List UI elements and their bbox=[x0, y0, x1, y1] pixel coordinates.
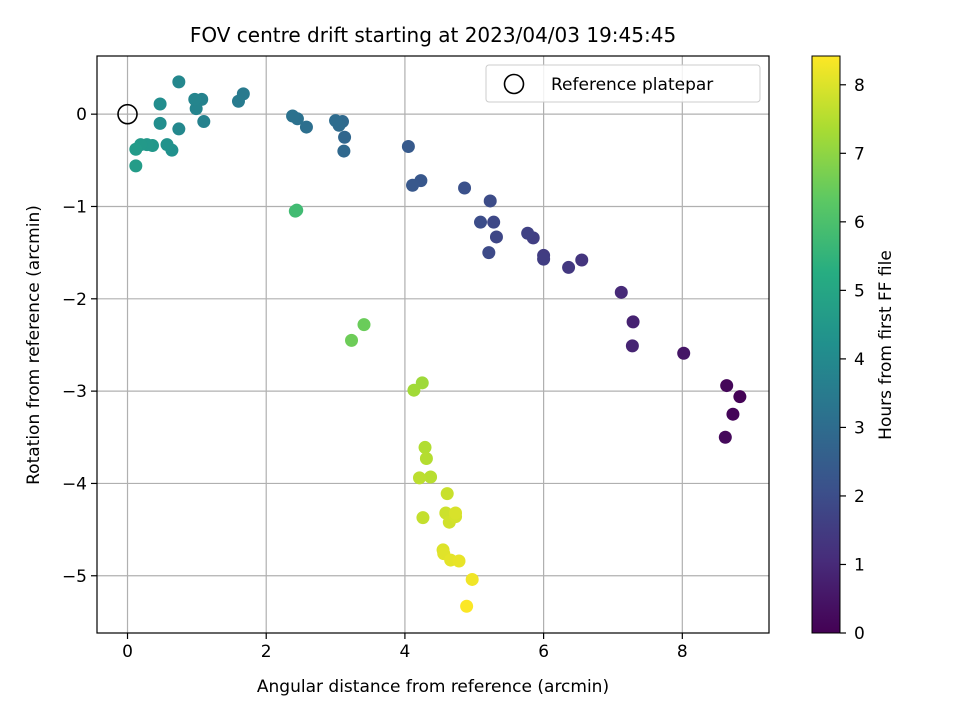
y-tick-label: −5 bbox=[62, 567, 87, 587]
data-point bbox=[345, 333, 359, 347]
x-axis-ticks: 0 2 4 6 8 bbox=[122, 633, 688, 662]
data-point bbox=[401, 139, 415, 153]
data-point bbox=[129, 142, 143, 156]
data-point bbox=[172, 75, 186, 89]
x-tick-label: 6 bbox=[538, 642, 549, 662]
data-point bbox=[160, 138, 174, 152]
y-tick-label: −2 bbox=[62, 290, 87, 310]
data-point bbox=[482, 246, 496, 260]
legend: Reference platepar bbox=[485, 64, 761, 103]
data-point bbox=[424, 470, 438, 484]
data-point bbox=[419, 452, 433, 466]
data-point bbox=[537, 252, 551, 266]
chart-title: FOV centre drift starting at 2023/04/03 … bbox=[190, 23, 676, 47]
x-tick-label: 2 bbox=[261, 642, 272, 662]
data-point bbox=[406, 178, 420, 192]
grid-lines bbox=[97, 56, 769, 633]
y-tick-label: −4 bbox=[62, 474, 87, 494]
data-point bbox=[487, 215, 501, 229]
data-point bbox=[718, 430, 732, 444]
data-point bbox=[720, 379, 734, 393]
y-tick-label: −3 bbox=[62, 382, 87, 402]
data-point bbox=[338, 130, 352, 144]
data-point bbox=[416, 511, 430, 525]
data-point bbox=[357, 318, 371, 332]
data-point bbox=[575, 253, 589, 267]
colorbar-tick-label: 3 bbox=[854, 418, 865, 438]
data-point bbox=[489, 230, 503, 244]
colorbar-tick-label: 1 bbox=[854, 555, 865, 575]
colorbar-tick-label: 0 bbox=[854, 624, 865, 644]
y-tick-label: −1 bbox=[62, 197, 87, 217]
colorbar-gradient bbox=[811, 55, 841, 634]
data-point bbox=[153, 116, 167, 130]
data-point bbox=[449, 506, 463, 520]
data-point bbox=[733, 390, 747, 404]
y-tick-label: 0 bbox=[76, 105, 87, 125]
data-point bbox=[625, 339, 639, 353]
data-point bbox=[337, 144, 351, 158]
data-points bbox=[129, 75, 747, 613]
colorbar-tick-label: 6 bbox=[854, 213, 865, 233]
y-axis-label: Rotation from reference (arcmin) bbox=[24, 205, 44, 485]
colorbar-tick-label: 7 bbox=[854, 144, 865, 164]
data-point bbox=[460, 599, 474, 613]
colorbar: 0 1 2 3 4 5 6 7 8 Hours from first FF file bbox=[811, 55, 896, 644]
colorbar-label: Hours from first FF file bbox=[876, 250, 896, 440]
data-point bbox=[153, 97, 167, 111]
data-point bbox=[614, 285, 628, 299]
reference-marker bbox=[117, 103, 138, 125]
data-point bbox=[562, 260, 576, 274]
data-point bbox=[172, 122, 186, 136]
legend-reference-marker bbox=[503, 73, 525, 95]
data-point bbox=[412, 471, 426, 485]
x-tick-label: 4 bbox=[399, 642, 410, 662]
data-point bbox=[626, 315, 640, 329]
data-point bbox=[299, 120, 313, 134]
data-point bbox=[458, 181, 472, 195]
x-tick-label: 8 bbox=[677, 642, 688, 662]
data-point bbox=[286, 109, 300, 123]
data-point bbox=[677, 346, 691, 360]
colorbar-tick-label: 5 bbox=[854, 281, 865, 301]
data-point bbox=[197, 115, 211, 129]
data-point bbox=[452, 554, 466, 568]
data-point bbox=[231, 94, 245, 108]
y-axis-ticks: 0 −1 −2 −3 −4 −5 bbox=[62, 105, 97, 587]
x-axis-label: Angular distance from reference (arcmin) bbox=[257, 677, 609, 697]
plot-frame bbox=[96, 55, 770, 634]
x-tick-label: 0 bbox=[122, 642, 133, 662]
colorbar-tick-label: 8 bbox=[854, 76, 865, 96]
colorbar-ticks: 0 1 2 3 4 5 6 7 8 bbox=[840, 76, 865, 644]
data-point bbox=[474, 215, 488, 229]
data-point bbox=[329, 114, 343, 128]
data-point bbox=[129, 159, 143, 173]
data-point bbox=[188, 92, 202, 106]
legend-box bbox=[485, 64, 761, 103]
data-point bbox=[418, 440, 432, 454]
data-point bbox=[521, 226, 535, 240]
data-point bbox=[483, 194, 497, 208]
legend-entry-label: Reference platepar bbox=[551, 75, 713, 95]
data-point bbox=[726, 407, 740, 421]
data-point bbox=[407, 383, 421, 397]
colorbar-tick-label: 2 bbox=[854, 487, 865, 507]
data-point bbox=[440, 487, 454, 501]
data-point bbox=[288, 204, 302, 218]
data-point bbox=[465, 572, 479, 586]
data-point bbox=[415, 376, 429, 390]
colorbar-tick-label: 4 bbox=[854, 350, 865, 370]
